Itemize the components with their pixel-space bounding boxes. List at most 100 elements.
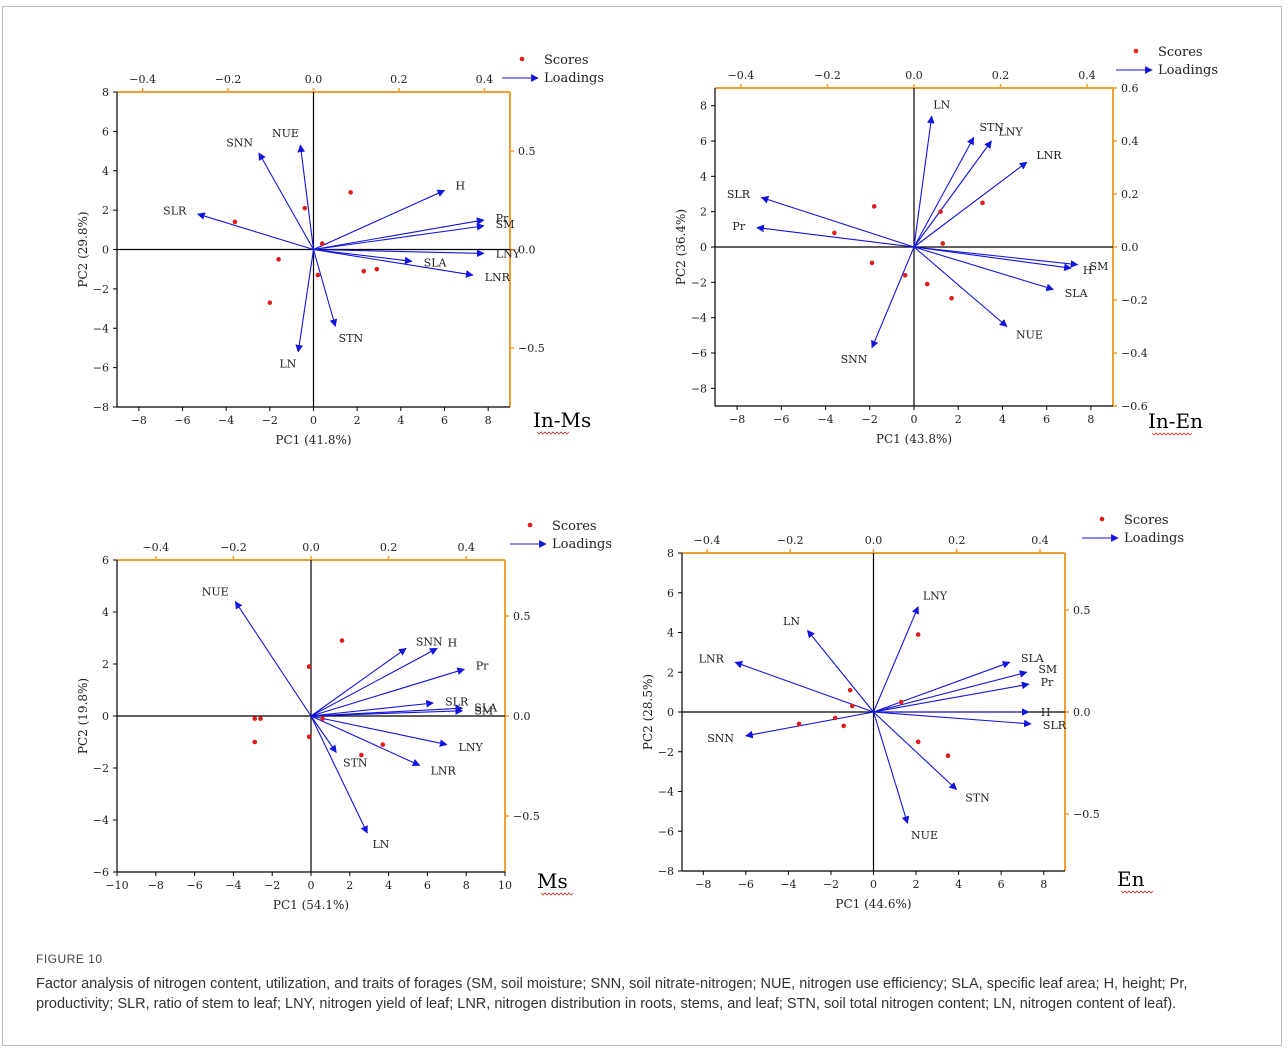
ms-loading-label-lny: LNY xyxy=(459,741,484,754)
en-y-axis-title: PC2 (28.5%) xyxy=(641,674,655,750)
in-ms-x-tick-label: −6 xyxy=(174,414,190,427)
in-en-loading-label-h: H xyxy=(1083,264,1093,277)
en-loading-arrow-sm xyxy=(873,670,1028,713)
en-loading-label-pr: Pr xyxy=(1041,676,1054,689)
in-ms-x-tick-label: 2 xyxy=(354,414,361,427)
in-en-score-point xyxy=(832,230,837,236)
ms-y-axis-title: PC2 (19.8%) xyxy=(76,678,90,754)
in-ms-loading-arrow-slr xyxy=(197,212,314,251)
biplot-in-ms: −8 −6 −4 −2 0 2 4 6 8 −8 −6 −4 −2 0 2 4 6 8 −0.4 −0.2 0.0 0.2… xyxy=(76,53,604,447)
en-loading-arrow-lnr xyxy=(734,661,874,713)
ms-y-tick-label: 4 xyxy=(102,606,109,619)
ms-y-tick-label: −2 xyxy=(93,762,109,775)
in-en-loading-arrow-stn xyxy=(913,136,975,248)
ms-score-point xyxy=(252,739,258,745)
in-ms-y-tick-label: 4 xyxy=(102,165,109,178)
in-ms-x-axis-title: PC1 (41.8%) xyxy=(275,433,351,447)
ms-x-tick-label: −8 xyxy=(148,879,164,892)
in-en-loading-label-snn: SNN xyxy=(841,353,868,366)
in-ms-loading-label-ln: LN xyxy=(280,358,297,371)
ms-legend-scores-label: Scores xyxy=(552,519,597,534)
in-ms-loading-arrow-h xyxy=(313,189,446,251)
in-ms-score-point xyxy=(276,257,281,262)
in-ms-top-tick-label: 0.0 xyxy=(305,73,323,86)
in-en-loading-arrow-lnr xyxy=(913,161,1028,248)
ms-top-tick-label: 0.0 xyxy=(302,541,320,554)
ms-right-tick-label: 0.0 xyxy=(513,710,531,723)
in-ms-loading-label-h: H xyxy=(455,180,465,193)
in-ms-title-underline xyxy=(536,431,570,435)
ms-x-tick-label: −4 xyxy=(225,879,241,892)
in-en-top-tick-label: 0.4 xyxy=(1078,69,1096,82)
ms-loading-arrow-nue xyxy=(234,600,312,717)
en-score-point xyxy=(915,632,921,637)
in-en-right-tick-label: 0.2 xyxy=(1121,188,1139,201)
in-en-top-tick-label: −0.4 xyxy=(728,69,755,82)
in-en-loading-arrow-lny xyxy=(913,140,992,248)
in-en-right-tick-label: 0.0 xyxy=(1121,241,1139,254)
in-ms-x-tick-label: −8 xyxy=(131,414,147,427)
en-x-tick-label: −2 xyxy=(823,878,839,891)
biplot-ms: −10 −8 −6 −4 −2 0 2 4 6 8 10 −6 −4 −2 0 2 4 6 −0.4 −0.2 0.0 0… xyxy=(76,519,612,912)
in-en-legend-scores-label: Scores xyxy=(1158,45,1203,60)
in-ms-x-tick-label: 4 xyxy=(397,414,404,427)
in-ms-loading-arrow-lnr xyxy=(313,248,474,278)
in-en-score-point xyxy=(949,295,954,301)
en-loading-label-stn: STN xyxy=(965,792,990,805)
en-loading-arrow-lny xyxy=(872,605,920,713)
ms-loading-label-stn: STN xyxy=(343,756,368,769)
in-ms-score-point xyxy=(374,266,380,272)
ms-score-point xyxy=(320,716,325,721)
en-x-tick-label: 6 xyxy=(998,878,1005,891)
ms-loading-label-h: H xyxy=(448,637,458,650)
biplot-in-en: −8 −6 −4 −2 0 2 4 6 8 −8 −6 −4 −2 0 2 4 6 8 −0.4 −0.2 0.0 0.2… xyxy=(674,45,1218,446)
en-loading-label-nue: NUE xyxy=(911,829,938,842)
en-x-tick-label: 0 xyxy=(870,878,877,891)
in-en-loading-label-stn: STN xyxy=(979,121,1004,134)
en-x-tick-label: −4 xyxy=(780,878,796,891)
ms-loading-label-ln: LN xyxy=(372,838,389,851)
en-x-tick-label: 8 xyxy=(1040,878,1047,891)
in-en-y-tick-label: −8 xyxy=(691,382,707,395)
en-loading-label-h: H xyxy=(1041,706,1051,719)
ms-x-tick-label: 2 xyxy=(346,879,353,892)
in-ms-x-tick-label: 6 xyxy=(441,414,448,427)
en-right-tick-label: −0.5 xyxy=(1073,808,1100,821)
in-en-y-tick-label: 0 xyxy=(700,241,707,254)
in-en-loading-label-sm: SM xyxy=(1090,260,1109,273)
en-loading-arrow-pr xyxy=(873,681,1030,713)
ms-x-tick-label: 10 xyxy=(498,879,512,892)
en-score-point xyxy=(898,699,904,705)
in-en-loading-arrow-ln xyxy=(913,115,935,248)
en-loading-label-snn: SNN xyxy=(707,732,734,745)
ms-y-tick-label: −6 xyxy=(93,866,109,879)
in-ms-x-tick-label: 8 xyxy=(485,414,492,427)
figure-label: FIGURE 10 xyxy=(36,952,103,966)
ms-loading-arrow-lnr xyxy=(310,715,421,767)
in-ms-loading-arrow-lny xyxy=(313,248,485,258)
in-en-x-axis-title: PC1 (43.8%) xyxy=(876,432,952,446)
in-ms-loading-label-sla: SLA xyxy=(424,257,448,270)
en-y-tick-label: −8 xyxy=(658,865,674,878)
in-ms-right-tick-label: −0.5 xyxy=(518,342,545,355)
en-score-point xyxy=(847,687,853,693)
in-en-right-tick-label: −0.4 xyxy=(1121,347,1148,360)
in-en-y-tick-label: −6 xyxy=(691,347,707,360)
en-y-tick-label: −2 xyxy=(658,746,674,759)
ms-score-point xyxy=(359,752,364,758)
in-en-legend-loadings-label: Loadings xyxy=(1158,63,1218,78)
en-x-axis-title: PC1 (44.6%) xyxy=(835,897,911,911)
en-top-tick-label: 0.4 xyxy=(1031,534,1049,547)
in-en-score-point xyxy=(938,209,943,214)
ms-score-point xyxy=(339,638,345,643)
in-en-loading-arrow-slr xyxy=(760,196,915,248)
in-en-loading-label-lny: LNY xyxy=(998,125,1023,138)
in-ms-y-tick-label: −6 xyxy=(93,362,109,375)
en-score-point xyxy=(841,723,847,729)
in-en-score-point xyxy=(940,241,946,246)
ms-right-tick-label: 0.5 xyxy=(513,610,531,623)
in-ms-score-point xyxy=(267,300,273,305)
in-en-top-tick-label: 0.0 xyxy=(905,69,923,82)
ms-loading-arrow-lny xyxy=(310,715,448,747)
in-ms-score-point xyxy=(361,268,367,274)
